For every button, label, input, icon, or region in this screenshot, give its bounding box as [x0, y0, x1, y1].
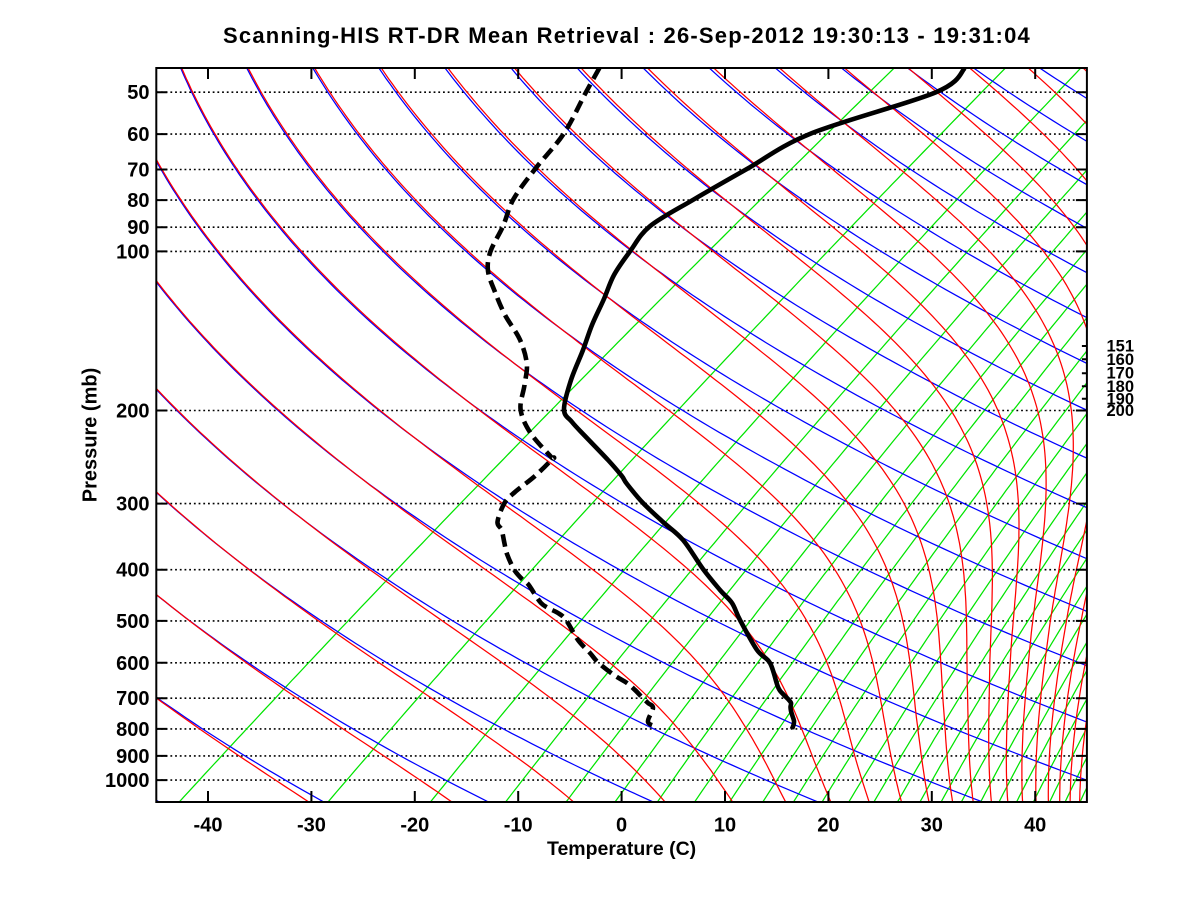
- svg-text:200: 200: [1107, 402, 1135, 420]
- svg-text:60: 60: [127, 124, 149, 146]
- svg-text:-40: -40: [194, 815, 223, 837]
- svg-text:900: 900: [116, 746, 149, 768]
- svg-text:-30: -30: [297, 815, 326, 837]
- svg-text:100: 100: [116, 241, 149, 263]
- svg-text:180: 180: [1107, 378, 1135, 396]
- svg-text:800: 800: [116, 719, 149, 741]
- svg-text:90: 90: [127, 217, 149, 239]
- svg-text:300: 300: [116, 494, 149, 516]
- svg-text:700: 700: [116, 688, 149, 710]
- svg-text:80: 80: [127, 190, 149, 212]
- svg-text:70: 70: [127, 160, 149, 182]
- svg-text:190: 190: [1107, 390, 1135, 408]
- svg-text:500: 500: [116, 611, 149, 633]
- svg-text:-10: -10: [504, 815, 533, 837]
- svg-text:151: 151: [1107, 338, 1135, 356]
- svg-text:1000: 1000: [105, 770, 150, 792]
- svg-text:600: 600: [116, 653, 149, 675]
- svg-text:10: 10: [714, 815, 736, 837]
- svg-text:400: 400: [116, 560, 149, 582]
- svg-text:200: 200: [116, 401, 149, 423]
- svg-text:160: 160: [1107, 351, 1135, 369]
- svg-text:Temperature (C): Temperature (C): [547, 838, 696, 860]
- svg-text:170: 170: [1107, 365, 1135, 383]
- svg-text:30: 30: [921, 815, 943, 837]
- svg-text:Pressure (mb): Pressure (mb): [80, 368, 102, 503]
- svg-text:50: 50: [127, 82, 149, 104]
- svg-text:20: 20: [817, 815, 839, 837]
- svg-text:40: 40: [1024, 815, 1046, 837]
- svg-text:Scanning-HIS RT-DR Mean Retrie: Scanning-HIS RT-DR Mean Retrieval : 26-S…: [223, 23, 1031, 48]
- svg-text:-20: -20: [400, 815, 429, 837]
- svg-text:0: 0: [616, 815, 627, 837]
